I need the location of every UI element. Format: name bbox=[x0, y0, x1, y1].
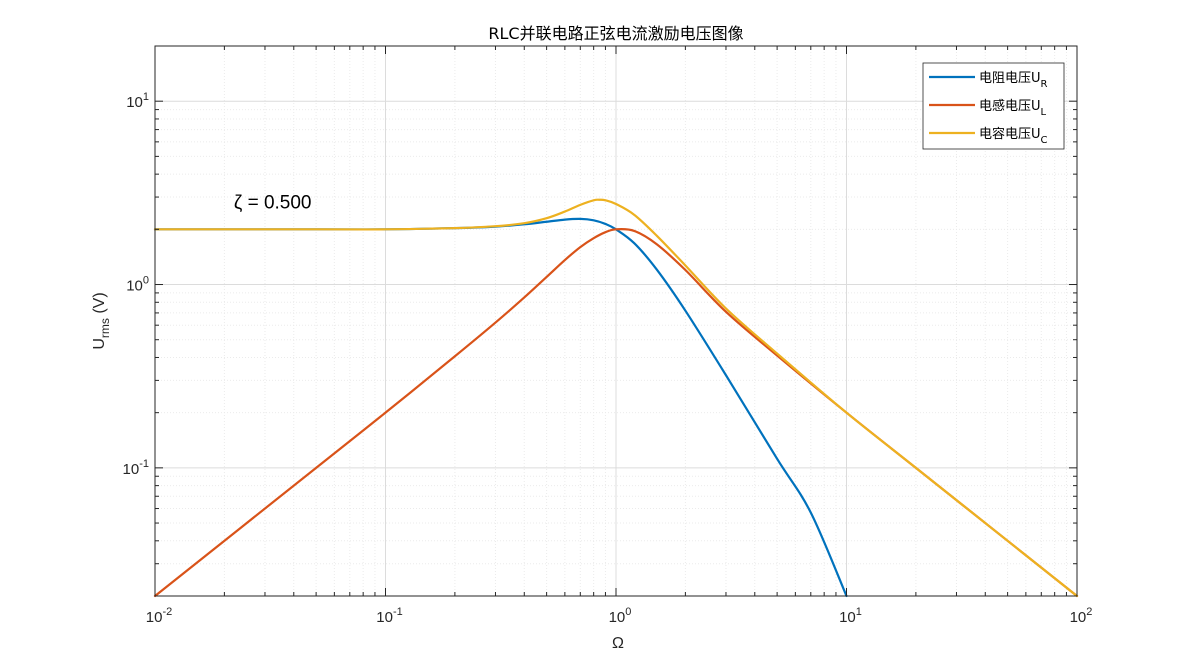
series-line-uc bbox=[153, 198, 1079, 598]
legend-label: 电阻电压UR bbox=[979, 71, 1048, 90]
legend-item-ur[interactable]: 电阻电压UR bbox=[929, 71, 1048, 90]
y-tick-label: 100 bbox=[126, 275, 149, 295]
legend-item-ul[interactable]: 电感电压UL bbox=[929, 98, 1047, 118]
legend-item-uc[interactable]: 电容电压UC bbox=[929, 126, 1048, 146]
zeta-annotation: ζ = 0.500 bbox=[234, 193, 312, 214]
x-tick-label: 101 bbox=[839, 606, 862, 626]
y-axis-label: Urms (V) bbox=[91, 292, 112, 349]
tick-labels: 10-2 10-1 100 101 102 10-1 100 101 bbox=[123, 91, 1093, 626]
y-tick-label: 10-1 bbox=[123, 458, 149, 478]
y-tick-label: 101 bbox=[126, 91, 149, 111]
legend-label: 电容电压UC bbox=[979, 126, 1048, 146]
x-axis-label: Ω bbox=[612, 635, 624, 652]
x-tick-label: 10-2 bbox=[146, 606, 172, 626]
x-tick-label: 100 bbox=[609, 606, 632, 626]
x-tick-label: 10-1 bbox=[376, 606, 402, 626]
x-tick-label: 102 bbox=[1070, 606, 1093, 626]
svg-text:Urms (V): Urms (V) bbox=[91, 292, 112, 349]
legend[interactable]: 电阻电压UR 电感电压UL 电容电压UC bbox=[922, 62, 1065, 150]
axis-ticks bbox=[154, 45, 1078, 597]
series-lines bbox=[153, 198, 1079, 598]
chart-title: RLC并联电路正弦电流激励电压图像 bbox=[488, 24, 743, 43]
legend-label: 电感电压UL bbox=[979, 98, 1047, 118]
